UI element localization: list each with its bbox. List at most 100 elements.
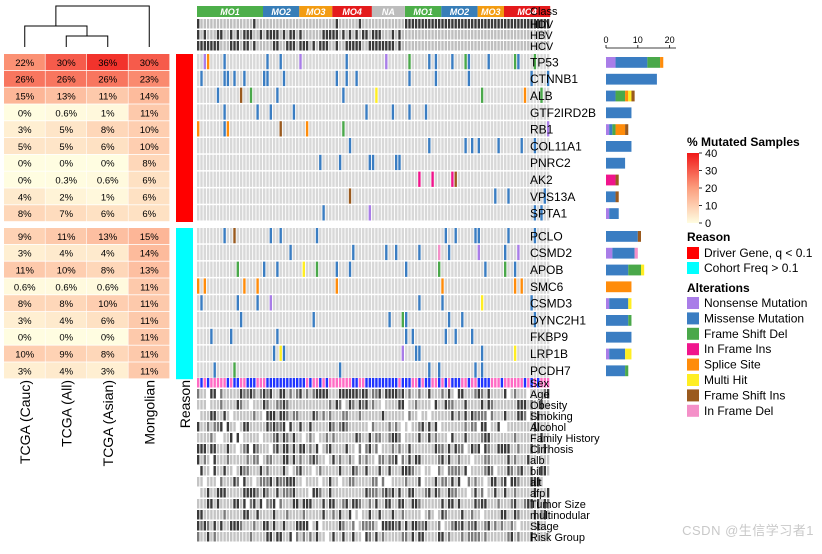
clinical-cell <box>365 422 368 432</box>
empty-cell <box>517 171 520 187</box>
empty-cell <box>263 295 266 311</box>
empty-cell <box>434 154 438 171</box>
clinical-cell <box>523 499 527 509</box>
empty-cell <box>540 345 543 361</box>
empty-cell <box>474 154 477 171</box>
empty-cell <box>474 345 477 361</box>
empty-cell <box>408 171 411 187</box>
virus-cell <box>414 41 418 51</box>
empty-cell <box>371 228 375 244</box>
empty-cell <box>309 104 312 120</box>
virus-cell <box>444 30 447 40</box>
clinical-cell <box>249 499 253 509</box>
clinical-cell <box>471 477 474 487</box>
clinical-cell <box>388 444 391 454</box>
pct-label: 11% <box>140 333 159 344</box>
clinical-cell <box>408 378 411 388</box>
empty-cell <box>236 138 239 154</box>
empty-cell <box>447 278 451 294</box>
empty-cell <box>263 87 266 103</box>
clinical-cell <box>263 499 266 509</box>
pct-cell <box>45 362 87 379</box>
virus-cell <box>319 41 322 51</box>
empty-cell <box>431 278 434 294</box>
empty-cell <box>464 312 467 328</box>
clinical-cell <box>391 532 395 542</box>
clinical-cell <box>375 422 378 432</box>
mutation-cell <box>405 312 408 328</box>
empty-cell <box>388 244 391 261</box>
empty-cell <box>325 188 329 204</box>
empty-cell <box>480 70 484 87</box>
empty-cell <box>504 87 507 103</box>
clinical-cell <box>292 389 296 399</box>
clinical-cell <box>203 499 206 509</box>
clinical-cell <box>537 400 540 410</box>
empty-cell <box>243 87 246 103</box>
empty-cell <box>517 345 520 361</box>
clinical-cell <box>289 400 292 410</box>
empty-cell <box>464 171 467 187</box>
pct-cell <box>87 345 128 362</box>
clinical-cell <box>451 477 454 487</box>
empty-cell <box>428 295 431 311</box>
empty-cell <box>368 244 371 261</box>
empty-cell <box>249 104 253 120</box>
empty-cell <box>312 328 315 345</box>
empty-cell <box>220 138 223 154</box>
empty-cell <box>414 171 418 187</box>
empty-cell <box>259 54 263 70</box>
clinical-cell <box>246 444 249 454</box>
empty-cell <box>507 261 510 277</box>
empty-cell <box>345 87 348 103</box>
clinical-cell <box>424 433 428 443</box>
empty-cell <box>348 345 352 361</box>
empty-cell <box>398 171 401 187</box>
class-band-label: MO1 <box>413 7 433 17</box>
alteration-legend-label: Missense Mutation <box>704 311 804 325</box>
clinical-cell <box>391 488 395 498</box>
empty-cell <box>537 295 540 311</box>
empty-cell <box>431 104 434 120</box>
empty-cell <box>253 278 256 294</box>
empty-cell <box>286 228 289 244</box>
empty-cell <box>276 104 279 120</box>
empty-cell <box>272 154 276 171</box>
empty-cell <box>507 328 510 345</box>
clinical-cell <box>259 455 263 465</box>
empty-cell <box>362 121 365 137</box>
clinical-cell <box>305 444 309 454</box>
empty-cell <box>322 345 325 361</box>
empty-cell <box>230 345 233 361</box>
empty-cell <box>286 188 289 204</box>
bar-segment <box>628 315 632 326</box>
empty-cell <box>523 171 527 187</box>
empty-cell <box>246 295 249 311</box>
clinical-track-label: Obesity <box>530 400 568 412</box>
empty-cell <box>233 188 236 204</box>
empty-cell <box>500 171 504 187</box>
empty-cell <box>474 261 477 277</box>
clinical-cell <box>381 400 385 410</box>
empty-cell <box>398 244 401 261</box>
pct-cell <box>128 362 170 379</box>
clinical-track-label: alb <box>530 455 545 467</box>
clinical-cell <box>200 455 203 465</box>
empty-cell <box>243 104 246 120</box>
pct-cell <box>128 278 170 295</box>
empty-cell <box>441 154 444 171</box>
clinical-cell <box>213 400 216 410</box>
empty-cell <box>263 328 266 345</box>
clinical-cell <box>447 466 451 476</box>
empty-cell <box>497 171 500 187</box>
empty-cell <box>216 205 220 221</box>
clinical-cell <box>325 488 329 498</box>
clinical-cell <box>438 477 441 487</box>
empty-cell <box>355 312 358 328</box>
clinical-cell <box>471 488 474 498</box>
clinical-cell <box>276 444 279 454</box>
clinical-cell <box>338 455 342 465</box>
empty-cell <box>342 205 345 221</box>
empty-cell <box>315 87 319 103</box>
clinical-cell <box>395 521 398 531</box>
